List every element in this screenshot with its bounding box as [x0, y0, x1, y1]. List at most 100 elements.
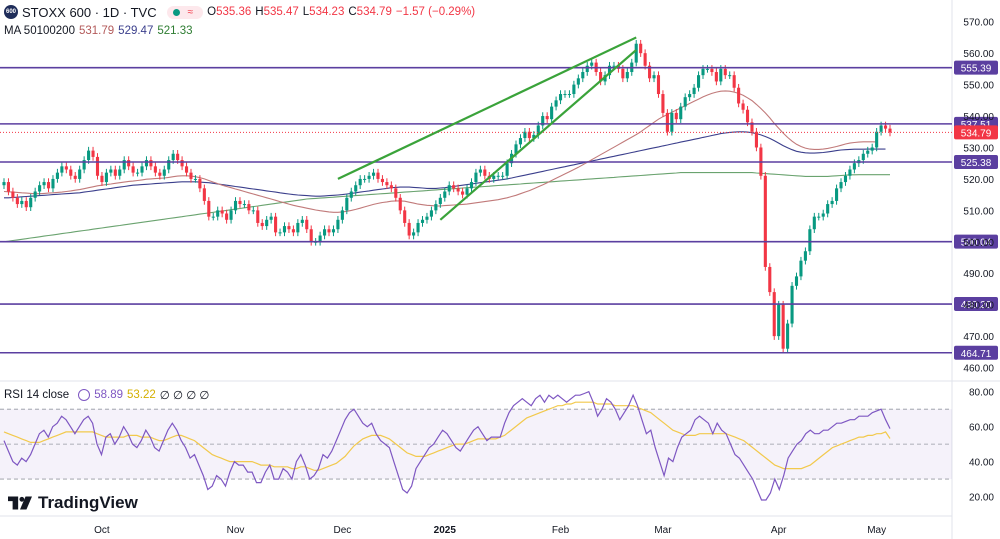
- candle: [585, 61, 589, 76]
- symbol-badge[interactable]: 600: [4, 5, 18, 19]
- candle-body: [567, 94, 571, 96]
- candle-body: [318, 235, 322, 242]
- candle-body: [634, 43, 638, 63]
- candle-body: [389, 185, 393, 189]
- candle-body: [501, 175, 505, 177]
- candle-body: [327, 229, 331, 233]
- candle-body: [385, 182, 389, 186]
- level-badge-label: 464.71: [961, 349, 992, 360]
- candle: [688, 90, 692, 101]
- time-axis[interactable]: Oct Nov Dec 2025 Feb Mar Apr May: [94, 525, 886, 536]
- candle-body: [781, 304, 785, 349]
- rsi-legend-label[interactable]: RSI 14 close: [4, 389, 70, 401]
- trendlines: [337, 36, 637, 221]
- candle: [772, 288, 776, 340]
- candle-body: [42, 182, 46, 186]
- candle-body: [599, 72, 603, 82]
- candle: [136, 168, 140, 177]
- candle-body: [883, 125, 888, 129]
- ohlc-open: 535.36: [216, 6, 252, 18]
- candle-body: [122, 160, 126, 170]
- tradingview-logo[interactable]: TradingView: [8, 493, 138, 513]
- candle: [211, 212, 215, 221]
- rsi-settings-icon[interactable]: [78, 389, 91, 401]
- candle-body: [211, 216, 215, 218]
- candle-body: [198, 178, 202, 189]
- candle: [705, 65, 710, 73]
- candle: [251, 206, 255, 215]
- time-tick-label: May: [867, 525, 886, 536]
- ohlc-low: 534.23: [309, 6, 345, 18]
- candle-body: [15, 197, 19, 205]
- candle-body: [238, 200, 242, 205]
- candle: [558, 90, 563, 105]
- ma100-value: 529.47: [118, 25, 154, 37]
- candle-body: [131, 166, 135, 173]
- candle-body: [639, 43, 643, 54]
- candle: [153, 162, 157, 177]
- ma200-line: [3, 172, 890, 243]
- candle: [60, 162, 64, 177]
- candle-body: [541, 116, 545, 126]
- candle: [447, 181, 451, 196]
- market-status-pill[interactable]: ≈: [166, 5, 204, 19]
- candle: [358, 175, 362, 189]
- candle: [309, 225, 313, 246]
- candle: [327, 225, 331, 237]
- candle: [100, 172, 104, 186]
- wave-icon: ≈: [187, 6, 194, 18]
- candle: [648, 61, 652, 83]
- candle: [265, 216, 269, 230]
- candle-body: [340, 210, 344, 220]
- candle-body: [127, 160, 131, 167]
- price-tick-label: 490.00: [963, 269, 994, 280]
- symbol-title[interactable]: STOXX 600 · 1D · TVC: [22, 4, 157, 20]
- price-axis[interactable]: 570.00 560.00 550.00 540.00 530.00 520.00 510.…: [963, 18, 994, 375]
- candle-body: [697, 75, 701, 88]
- candle: [278, 228, 282, 237]
- candle-body: [202, 188, 206, 201]
- candle-body: [140, 166, 144, 173]
- candle-body: [839, 182, 843, 189]
- candle: [835, 184, 839, 205]
- candle-body: [768, 266, 772, 293]
- candle: [256, 206, 260, 227]
- candle-body: [180, 160, 184, 167]
- candle: [238, 197, 242, 208]
- candle: [233, 197, 238, 215]
- candle-body: [505, 163, 509, 176]
- candle: [527, 127, 531, 142]
- candle: [363, 175, 367, 183]
- candle-body: [763, 175, 767, 267]
- rsi-tick-label: 80.00: [969, 388, 994, 399]
- candle: [599, 68, 603, 86]
- price-tick-label: 520.00: [963, 175, 994, 186]
- candle-body: [189, 172, 193, 179]
- candle-body: [581, 72, 585, 79]
- ma-legend-label[interactable]: MA 50100200: [4, 25, 75, 37]
- candle: [269, 212, 273, 224]
- level-badge: [954, 234, 998, 249]
- candle-body: [674, 112, 678, 120]
- candle-body: [331, 229, 336, 233]
- candle: [750, 118, 754, 136]
- candle-body: [563, 94, 567, 96]
- candle-body: [870, 147, 874, 151]
- candle: [73, 172, 77, 183]
- candle-body: [710, 68, 714, 73]
- candle: [247, 200, 251, 215]
- candle-body: [692, 87, 696, 95]
- candle: [229, 206, 233, 224]
- level-badge-label: 537.51: [961, 120, 992, 131]
- candle: [554, 96, 558, 111]
- candle-body: [144, 160, 149, 167]
- candle-body: [380, 178, 384, 183]
- candle: [572, 80, 576, 98]
- level-badge: [954, 297, 998, 312]
- candle-body: [300, 219, 304, 223]
- candle-body: [29, 197, 33, 208]
- ohlc-low-label: L: [302, 6, 310, 18]
- candle-body: [220, 210, 224, 214]
